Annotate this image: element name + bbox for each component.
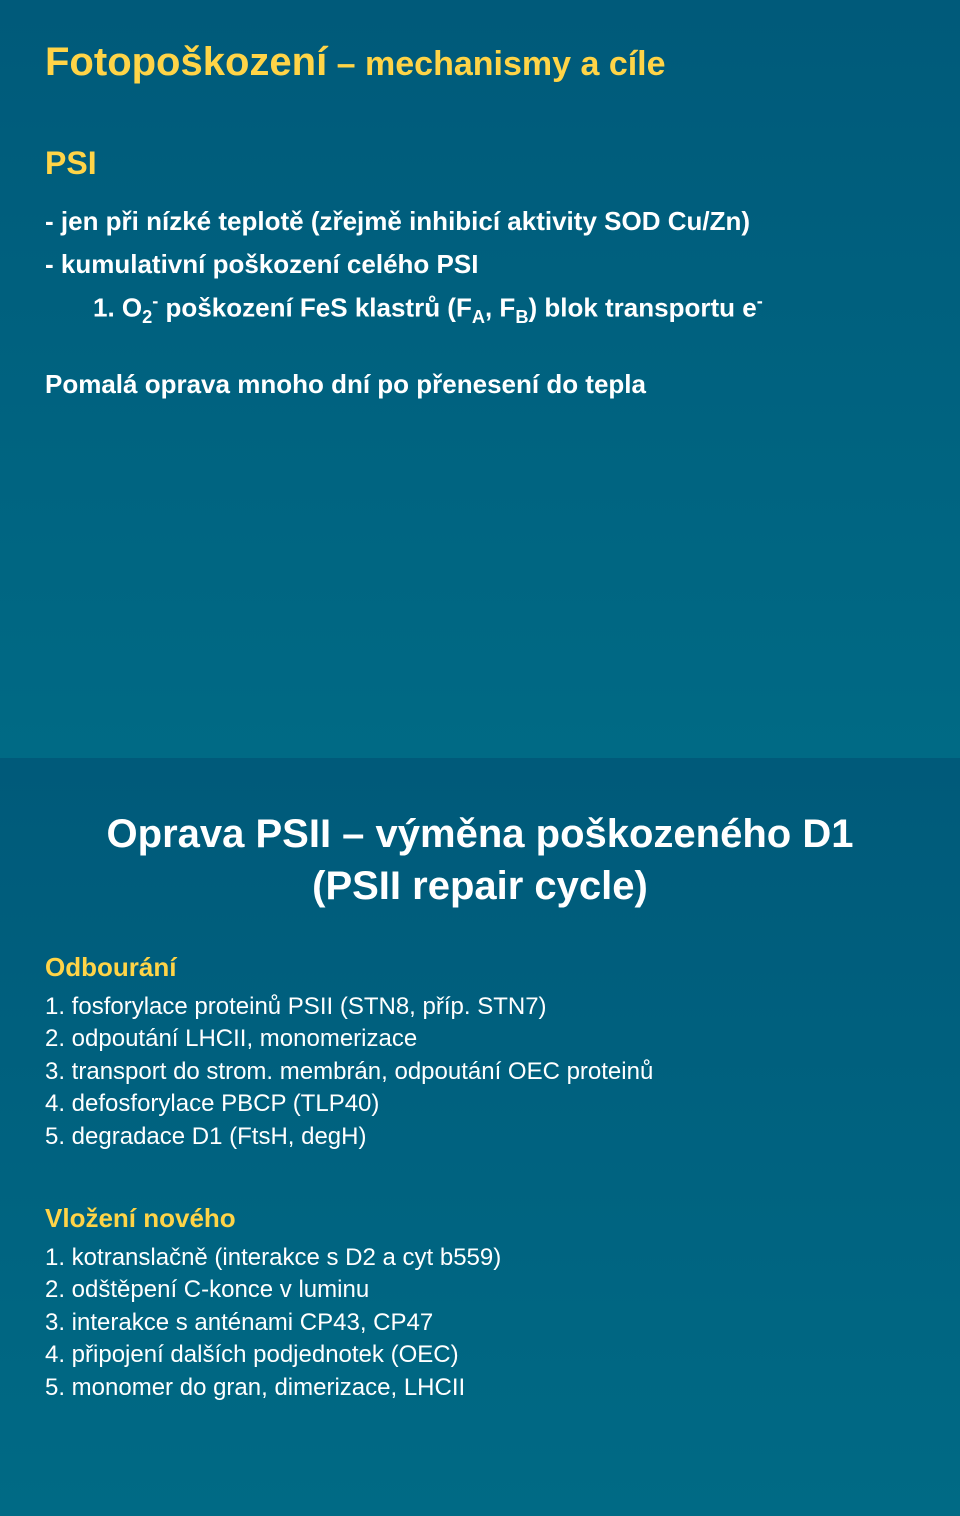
psi-heading: PSI [45,145,915,182]
title-sub-text: – mechanismy a cíle [327,45,665,83]
psi-line-1: - jen při nízké teplotě (zřejmě inhibicí… [45,202,915,241]
slide-1: Fotopoškození – mechanismy a cíle PSI - … [0,0,960,758]
vlo-item-4: 4. připojení dalších podjednotek (OEC) [45,1339,915,1371]
odb-item-2: 2. odpoutání LHCII, monomerizace [45,1023,915,1055]
odbourani-heading: Odbourání [45,952,915,983]
slide2-title-l1: Oprava PSII – výměna poškozeného D1 [107,812,854,856]
psi-l3-mid: poškození FeS klastrů (F [158,293,472,323]
psi-l3-sub: 2 [142,307,152,327]
odb-item-3: 3. transport do strom. membrán, odpoután… [45,1056,915,1088]
vlo-item-3: 3. interakce s anténami CP43, CP47 [45,1307,915,1339]
psi-l3-mid3: ) blok transportu e [528,293,756,323]
odb-item-4: 4. defosforylace PBCP (TLP40) [45,1088,915,1120]
psi-l3-mid2: , F [485,293,515,323]
vlozeni-heading: Vložení nového [45,1203,915,1234]
psi-l3-subA: A [472,307,485,327]
odb-item-5: 5. degradace D1 (FtsH, degH) [45,1121,915,1153]
title-main-text: Fotopoškození [45,40,327,84]
slide2-title-l2: (PSII repair cycle) [312,864,648,908]
vlo-item-2: 2. odštěpení C-konce v luminu [45,1274,915,1306]
slide1-title: Fotopoškození – mechanismy a cíle [45,40,915,85]
vlo-item-1: 1. kotranslačně (interakce s D2 a cyt b5… [45,1242,915,1274]
psi-line-3: 1. O2 - poškození FeS klastrů (FA, FB) bl… [45,288,915,331]
psi-l3-sup2: - [757,291,763,311]
slide-2: Oprava PSII – výměna poškozeného D1 (PSI… [0,758,960,1516]
vlo-item-5: 5. monomer do gran, dimerizace, LHCII [45,1372,915,1404]
psi-line-2: - kumulativní poškození celého PSI [45,245,915,284]
psi-l3-pre: 1. O [93,293,142,323]
psi-line-4: Pomalá oprava mnoho dní po přenesení do … [45,365,915,404]
slide2-title: Oprava PSII – výměna poškozeného D1 (PSI… [45,808,915,912]
odb-item-1: 1. fosforylace proteinů PSII (STN8, příp… [45,991,915,1023]
psi-l3-subB: B [515,307,528,327]
